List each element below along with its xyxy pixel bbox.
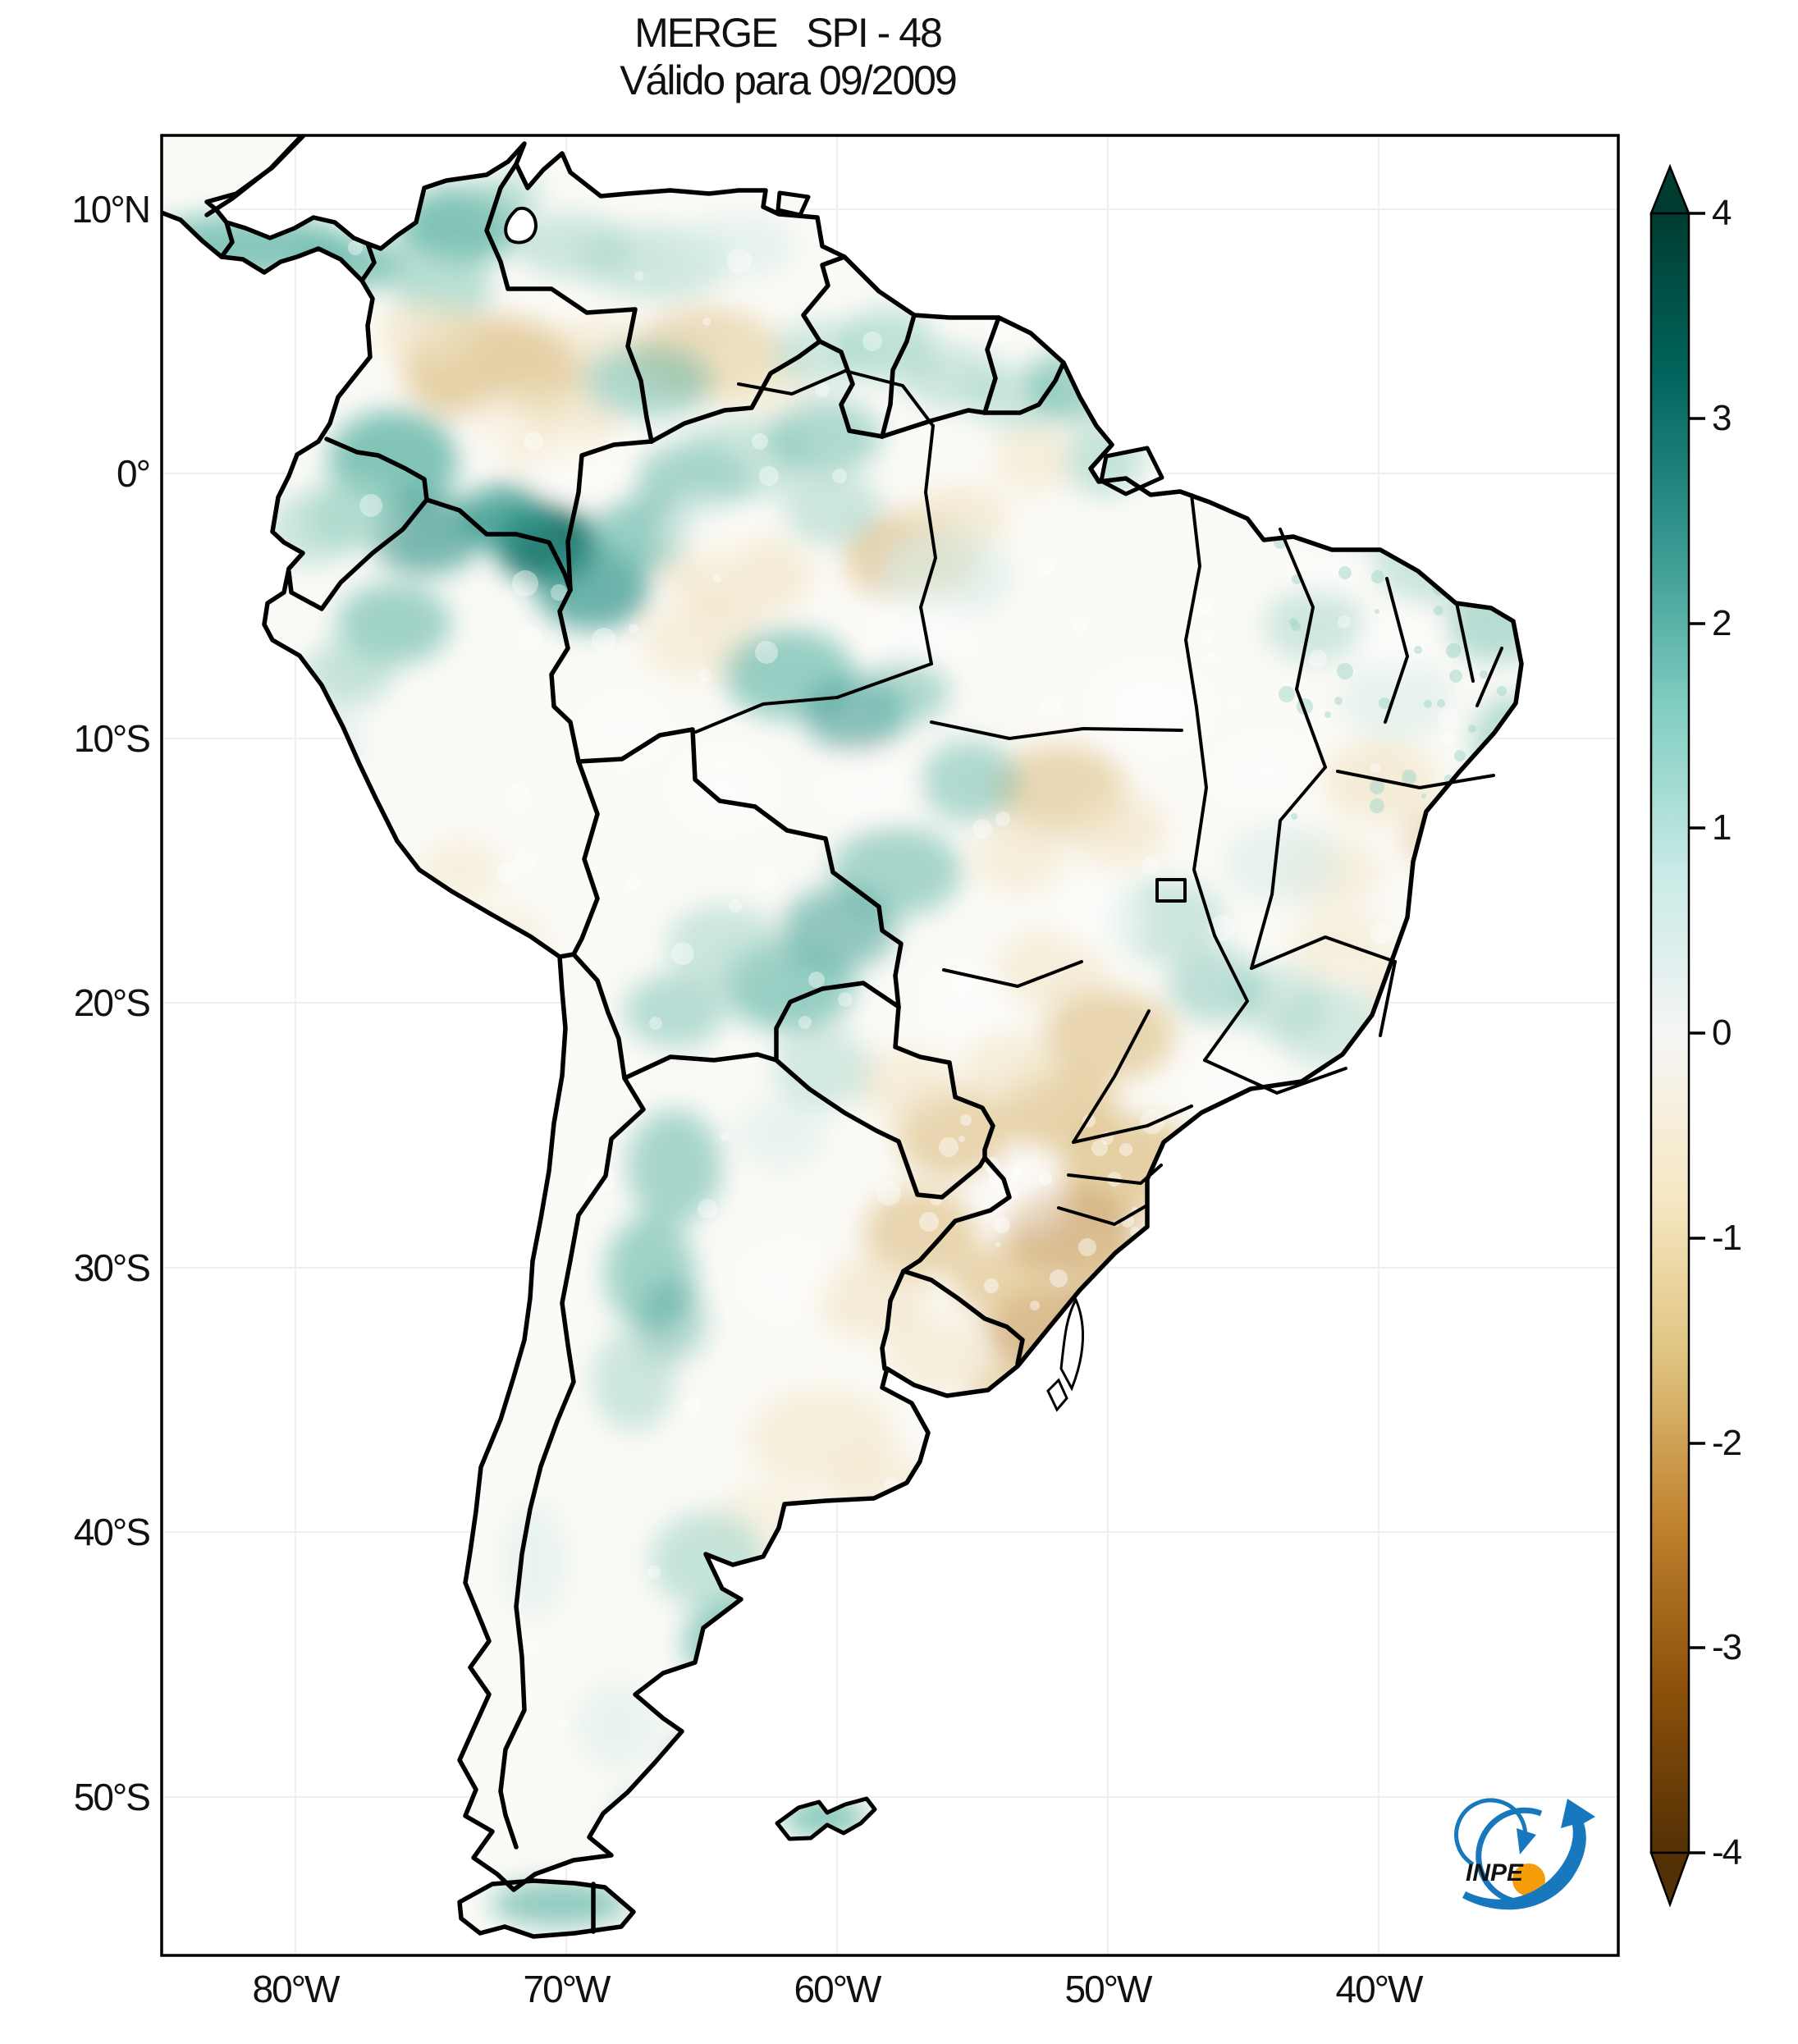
country-borders [204, 135, 1066, 1934]
coastline [162, 135, 1524, 1939]
x-tick-80w: 80°W [252, 1968, 341, 2010]
colorbar-lower-arrow [1649, 1851, 1690, 1908]
cb-tick-2: 2 [1712, 603, 1732, 643]
y-tick-10n: 10°N [71, 188, 151, 231]
state-borders [694, 369, 1503, 1226]
y-tick-50s: 50°S [73, 1776, 151, 1818]
map-frame [160, 134, 1620, 1957]
logo-big-arrow [1462, 1799, 1595, 1910]
y-tick-20s: 20°S [73, 981, 151, 1024]
inpe-logo: INPE [1454, 1798, 1595, 1910]
x-tick-40w: 40°W [1335, 1968, 1424, 2010]
figure-subtitle: Válido para 09/2009 [620, 57, 958, 103]
x-tick-50w: 50°W [1064, 1968, 1153, 2010]
cb-tick-0: 0 [1712, 1013, 1732, 1053]
y-tick-10s: 10°S [73, 717, 151, 760]
cb-tick-4: 4 [1712, 193, 1732, 233]
y-tick-0: 0° [117, 452, 151, 495]
logo-inner-swirl [1454, 1798, 1528, 1867]
x-tick-70w: 70°W [523, 1968, 611, 2010]
colorbar-upper-arrow [1649, 163, 1690, 215]
cb-tick-m2: -2 [1712, 1423, 1742, 1463]
lakes [504, 206, 1085, 1412]
logo-text: INPE [1466, 1859, 1524, 1886]
cb-tick-m1: -1 [1712, 1218, 1742, 1258]
cb-tick-m4: -4 [1712, 1832, 1742, 1873]
figure-title: MERGE SPI - 48 [634, 10, 943, 56]
cb-tick-1: 1 [1712, 807, 1732, 848]
x-tick-60w: 60°W [794, 1968, 882, 2010]
map-panel [162, 135, 1618, 1955]
cb-tick-m3: -3 [1712, 1627, 1742, 1667]
y-tick-40s: 40°S [73, 1511, 151, 1553]
cb-tick-3: 3 [1712, 398, 1732, 438]
y-tick-30s: 30°S [73, 1246, 151, 1289]
colorbar-gradient [1649, 212, 1690, 1854]
colorbar [1649, 163, 1705, 1908]
logo-swirl-arrowhead [1517, 1828, 1536, 1854]
logo-orange-dot [1512, 1863, 1545, 1896]
